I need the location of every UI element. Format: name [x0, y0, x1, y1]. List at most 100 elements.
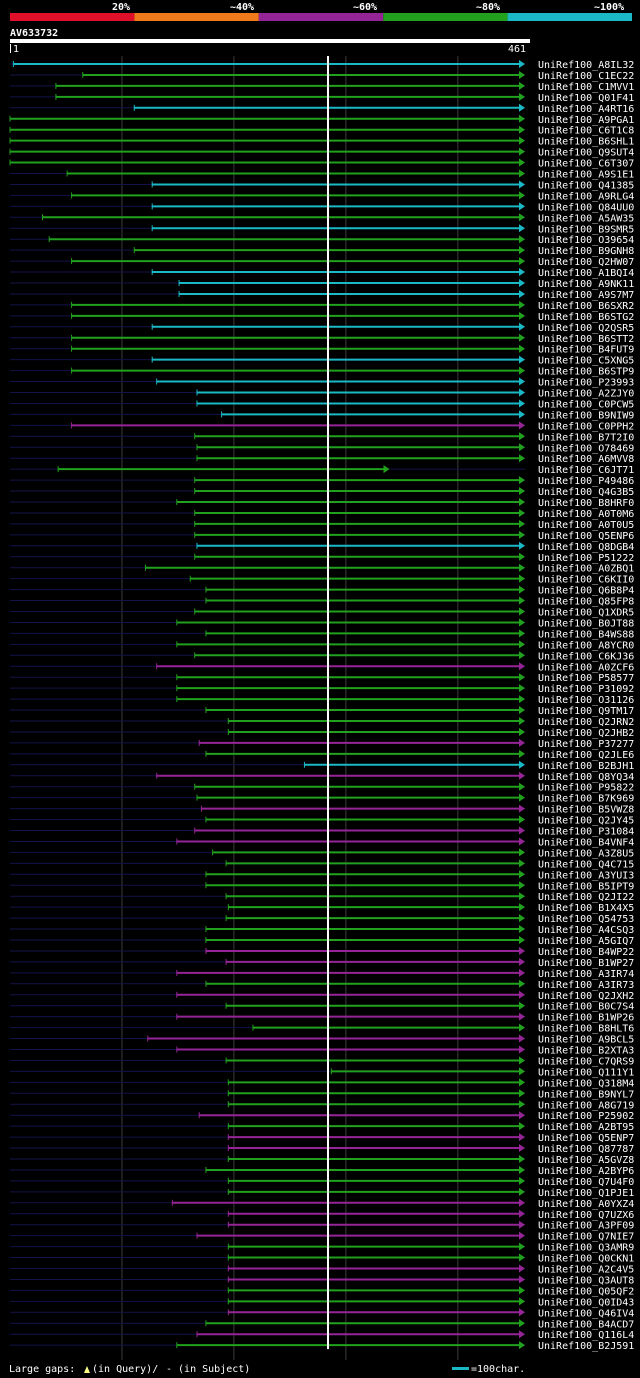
hit-label[interactable]: UniRef100_C0PPH2: [538, 421, 634, 432]
hit-row[interactable]: UniRef100_Q54753: [10, 914, 634, 925]
hit-label[interactable]: UniRef100_A5GVZ8: [538, 1155, 634, 1166]
hit-label[interactable]: UniRef100_C6KJ36: [538, 651, 634, 662]
hit-label[interactable]: UniRef100_A9S1E1: [538, 170, 634, 181]
hit-row[interactable]: UniRef100_C6KJ36: [10, 651, 634, 662]
hit-label[interactable]: UniRef100_Q9TM17: [538, 706, 634, 717]
hit-label[interactable]: UniRef100_A0ZCF6: [538, 662, 634, 673]
hit-row[interactable]: UniRef100_B1X4X5: [10, 903, 634, 914]
hit-label[interactable]: UniRef100_O39654: [538, 235, 634, 246]
hit-label[interactable]: UniRef100_Q8YQ34: [538, 772, 634, 783]
hit-row[interactable]: UniRef100_P31092: [10, 684, 634, 695]
hit-label[interactable]: UniRef100_A9BCL5: [538, 1035, 634, 1046]
hit-label[interactable]: UniRef100_Q41385: [538, 180, 634, 191]
hit-row[interactable]: UniRef100_A8YCR0: [10, 640, 634, 651]
hit-row[interactable]: UniRef100_Q5ENP7: [10, 1133, 634, 1144]
hit-row[interactable]: UniRef100_Q116L4: [10, 1330, 634, 1341]
hit-row[interactable]: UniRef100_Q4G3B5: [10, 487, 634, 498]
hit-row[interactable]: UniRef100_B9SMR5: [10, 224, 634, 235]
hit-row[interactable]: UniRef100_C6KII0: [10, 574, 634, 586]
hit-label[interactable]: UniRef100_B2BJH1: [538, 761, 634, 772]
hit-label[interactable]: UniRef100_Q2HW07: [538, 257, 634, 268]
hit-label[interactable]: UniRef100_Q01F41: [538, 93, 634, 104]
hit-row[interactable]: UniRef100_A4CSQ3: [10, 925, 634, 936]
hit-row[interactable]: UniRef100_Q5ENP6: [10, 530, 634, 542]
hit-label[interactable]: UniRef100_A2C4V5: [538, 1265, 634, 1276]
hit-label[interactable]: UniRef100_Q46IV4: [538, 1308, 634, 1319]
hit-label[interactable]: UniRef100_B8HRF0: [538, 498, 634, 509]
hit-row[interactable]: UniRef100_B4FUT9: [10, 344, 634, 356]
hit-row[interactable]: UniRef100_Q7UZX6: [10, 1209, 634, 1221]
hit-label[interactable]: UniRef100_O31126: [538, 695, 634, 706]
hit-row[interactable]: UniRef100_B0JT88: [10, 618, 634, 629]
hit-row[interactable]: UniRef100_A6MVV8: [10, 454, 634, 465]
hit-row[interactable]: UniRef100_Q0ID43: [10, 1297, 634, 1308]
hit-row[interactable]: UniRef100_O39654: [10, 235, 634, 246]
hit-row[interactable]: UniRef100_A2BT95: [10, 1122, 634, 1133]
hit-label[interactable]: UniRef100_B1WP26: [538, 1013, 634, 1024]
hit-label[interactable]: UniRef100_B4ACD7: [538, 1319, 634, 1330]
hit-label[interactable]: UniRef100_C7QRS9: [538, 1056, 634, 1067]
hit-label[interactable]: UniRef100_B2XTA3: [538, 1046, 634, 1057]
hit-label[interactable]: UniRef100_C6JT71: [538, 465, 634, 476]
hit-label[interactable]: UniRef100_Q4G3B5: [538, 487, 634, 498]
hit-row[interactable]: UniRef100_C7QRS9: [10, 1056, 634, 1067]
hit-label[interactable]: UniRef100_Q7NIE7: [538, 1232, 634, 1243]
hit-label[interactable]: UniRef100_Q111Y1: [538, 1067, 634, 1078]
hit-row[interactable]: UniRef100_A8IL32: [10, 60, 634, 71]
hit-row[interactable]: UniRef100_B6STT2: [10, 333, 634, 345]
hit-label[interactable]: UniRef100_B6STT2: [538, 334, 634, 345]
hit-label[interactable]: UniRef100_B6SXR2: [538, 301, 634, 312]
hit-label[interactable]: UniRef100_Q1PJE1: [538, 1188, 634, 1199]
hit-label[interactable]: UniRef100_B7K969: [538, 794, 634, 805]
hit-label[interactable]: UniRef100_C5XNG5: [538, 356, 634, 367]
hit-label[interactable]: UniRef100_P25902: [538, 1111, 634, 1122]
hit-label[interactable]: UniRef100_Q7U4F0: [538, 1177, 634, 1188]
hit-row[interactable]: UniRef100_P49486: [10, 476, 634, 487]
hit-row[interactable]: UniRef100_P31084: [10, 826, 634, 838]
hit-row[interactable]: UniRef100_A0YXZ4: [10, 1198, 634, 1210]
hit-row[interactable]: UniRef100_A5GVZ8: [10, 1155, 634, 1166]
hit-label[interactable]: UniRef100_Q3AUT8: [538, 1275, 634, 1286]
hit-row[interactable]: UniRef100_P95822: [10, 782, 634, 794]
hit-label[interactable]: UniRef100_A3PF09: [538, 1221, 634, 1232]
hit-label[interactable]: UniRef100_A0ZBQ1: [538, 564, 634, 575]
hit-label[interactable]: UniRef100_Q2JHB2: [538, 728, 634, 739]
hit-label[interactable]: UniRef100_Q116L4: [538, 1330, 634, 1341]
hit-row[interactable]: UniRef100_Q2JHB2: [10, 727, 634, 739]
hit-row[interactable]: UniRef100_Q1XDR5: [10, 607, 634, 619]
hit-label[interactable]: UniRef100_A9RLG4: [538, 191, 634, 202]
hit-label[interactable]: UniRef100_B4WP22: [538, 947, 634, 958]
hit-label[interactable]: UniRef100_Q3AMR9: [538, 1243, 634, 1254]
hit-row[interactable]: UniRef100_Q2JY45: [10, 815, 634, 827]
hit-row[interactable]: UniRef100_Q05QF2: [10, 1286, 634, 1297]
hit-row[interactable]: UniRef100_P51222: [10, 552, 634, 564]
hit-row[interactable]: UniRef100_Q111Y1: [10, 1067, 634, 1078]
hit-row[interactable]: UniRef100_A9NK11: [10, 279, 634, 290]
hit-row[interactable]: UniRef100_Q0CKN1: [10, 1253, 634, 1265]
hit-row[interactable]: UniRef100_Q1PJE1: [10, 1187, 634, 1199]
hit-label[interactable]: UniRef100_C6T1C8: [538, 126, 634, 137]
hit-row[interactable]: UniRef100_Q2QSR5: [10, 322, 634, 334]
hit-label[interactable]: UniRef100_A9S7M7: [538, 290, 634, 301]
hit-row[interactable]: UniRef100_Q3AUT8: [10, 1275, 634, 1286]
hit-label[interactable]: UniRef100_P58577: [538, 673, 634, 684]
hit-label[interactable]: UniRef100_O78469: [538, 443, 634, 454]
hit-label[interactable]: UniRef100_C1EC22: [538, 71, 634, 82]
hit-row[interactable]: UniRef100_B4WP22: [10, 946, 634, 958]
hit-row[interactable]: UniRef100_A3Z8U5: [10, 848, 634, 859]
hit-label[interactable]: UniRef100_B8HLT6: [538, 1024, 634, 1035]
hit-row[interactable]: UniRef100_Q2JLE6: [10, 749, 634, 761]
hit-row[interactable]: UniRef100_C0PPH2: [10, 421, 634, 432]
hit-label[interactable]: UniRef100_B5IPT9: [538, 881, 634, 892]
hit-label[interactable]: UniRef100_Q84UU0: [538, 202, 634, 213]
hit-row[interactable]: UniRef100_B6STP9: [10, 366, 634, 378]
hit-row[interactable]: UniRef100_B7T2I0: [10, 432, 634, 443]
hit-label[interactable]: UniRef100_C6KII0: [538, 575, 634, 586]
hit-row[interactable]: UniRef100_A3IR73: [10, 979, 634, 991]
hit-row[interactable]: UniRef100_B0C7S4: [10, 1001, 634, 1013]
hit-label[interactable]: UniRef100_Q5ENP6: [538, 531, 634, 542]
hit-label[interactable]: UniRef100_B6STP9: [538, 367, 634, 378]
hit-label[interactable]: UniRef100_A2BYP6: [538, 1166, 634, 1177]
hit-label[interactable]: UniRef100_C6T307: [538, 159, 634, 170]
hit-row[interactable]: UniRef100_B9NYL7: [10, 1089, 634, 1100]
